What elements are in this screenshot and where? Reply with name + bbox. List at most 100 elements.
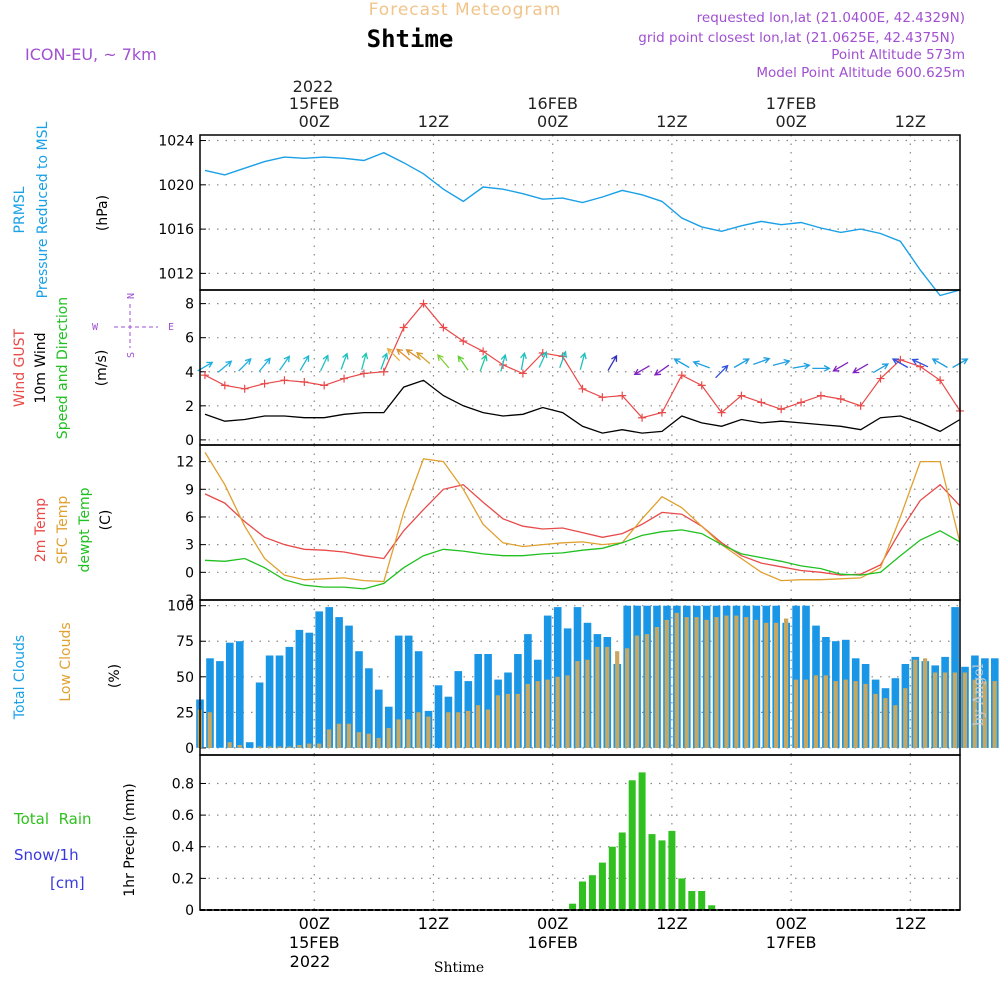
low-cloud-bar-75 [942, 672, 948, 748]
low-cloud-bar-28 [476, 705, 481, 748]
rain-bar-0 [569, 903, 577, 910]
low-cloud-bar-66 [853, 681, 858, 748]
top-tick-label-1: 12Z [418, 112, 449, 131]
wind-gust-label: Wind GUST [12, 328, 28, 407]
gust-point-27 [737, 391, 746, 400]
gridpoint-coords: grid point closest lon,lat (21.0625E, 42… [638, 30, 955, 46]
low-cloud-bar-58 [774, 622, 779, 748]
pressure-panel-labels: PRMSL Pressure Reduced to MSL (hPa) [12, 121, 111, 298]
temp-panel-labels: 2m Temp SFC Temp dewpt Temp (C) [33, 487, 114, 572]
dewpt-label: dewpt Temp [77, 487, 93, 572]
low-cloud-bar-29 [485, 709, 491, 748]
bottom-date-label-4: 17FEB [766, 933, 817, 952]
wind-arrow-38 [931, 358, 948, 369]
ytick-label-4: 100 [167, 599, 194, 615]
top-date-label-2: 16FEB [527, 94, 578, 113]
low-cloud-bar-41 [605, 646, 610, 748]
low-cloud-bar-7 [267, 746, 272, 748]
gust-point-23 [657, 408, 666, 417]
point-altitude: Point Altitude 573m [831, 47, 965, 63]
gust-point-29 [777, 405, 786, 414]
low-cloud-bar-79 [982, 681, 987, 748]
low-cloud-bar-47 [664, 619, 669, 748]
rain-bar-5 [618, 832, 626, 910]
ytick-label-3: 75 [176, 634, 194, 650]
ytick-label-2: 0.4 [172, 840, 194, 856]
total-cloud-bar-8 [275, 655, 284, 748]
wind-arrow-10 [386, 347, 401, 362]
total-cloud-bar-61 [802, 605, 810, 748]
snow-label: Snow/1h [14, 846, 79, 864]
low-cloud-bar-8 [277, 746, 282, 748]
panel-frame [199, 754, 961, 911]
total-cloud-bar-4 [236, 641, 244, 748]
bottom-tick-label-0: 00Z [299, 914, 330, 933]
low-cloud-bar-67 [863, 683, 868, 748]
gust-point-14 [479, 347, 488, 356]
compass-rose: N S W E [92, 293, 174, 358]
precip-panel: 0 0.2 0.4 0.6 0.8 [172, 754, 961, 919]
top-tick-label-4: 00Z [775, 112, 806, 131]
gust-point-25 [697, 381, 706, 390]
wind-10m-label: 10m Wind [33, 332, 49, 403]
total-cloud-bar-24 [434, 685, 443, 748]
ytick-label-2: 3 [185, 538, 194, 554]
low-cloud-bar-14 [336, 723, 342, 748]
low-cloud-bar-69 [883, 698, 888, 748]
low-cloud-bar-77 [962, 672, 967, 748]
temp-unit: (C) [98, 510, 114, 531]
low-cloud-bar-4 [237, 745, 242, 748]
rain-bar-3 [598, 862, 606, 910]
low-cloud-bar-70 [893, 705, 898, 748]
wind-panel: 0 2 4 6 8 [185, 289, 969, 449]
total-cloud-bar-19 [385, 706, 393, 748]
wind-arrow-20 [559, 350, 568, 369]
total-cloud-bar-15 [345, 625, 353, 748]
low-cloud-bar-16 [356, 732, 361, 748]
wind-arrow-5 [299, 354, 310, 371]
total-cloud-bar-6 [255, 682, 264, 748]
wind-panel-labels: Wind GUST 10m Wind Speed and Direction (… [12, 293, 174, 439]
ytick-label-0: 0 [185, 903, 194, 919]
low-cloud-bar-15 [346, 723, 351, 748]
wind-arrow-36 [891, 358, 909, 369]
ytick-label-0: 0 [185, 433, 194, 449]
wind-arrow-17 [500, 353, 508, 372]
low-cloud-bar-78 [972, 679, 977, 748]
gust-point-34 [876, 374, 885, 383]
low-cloud-bar-26 [456, 712, 461, 748]
wind-10m-line [204, 379, 961, 434]
low-cloud-bar-52 [714, 617, 719, 748]
low-cloud-bar-17 [366, 733, 371, 748]
rain-bar-4 [608, 846, 616, 910]
low-cloud-bar-6 [257, 746, 262, 748]
wind-arrow-14 [437, 353, 450, 369]
low-cloud-bar-11 [307, 743, 312, 748]
ytick-label-4: 0.8 [172, 776, 194, 792]
low-cloud-bar-18 [376, 737, 381, 748]
total-cloud-bar-21 [404, 635, 413, 748]
dewpt-line [204, 529, 961, 590]
precip-panel-labels: Total Rain Snow/1h [cm] 1hr Precip (mm) [13, 783, 138, 896]
bottom-tick-label-5: 12Z [895, 914, 926, 933]
prmsl-label: PRMSL [12, 186, 28, 233]
wind-arrow-15 [457, 355, 469, 371]
rain-bar-10 [668, 830, 676, 910]
total-cloud-bar-7 [265, 655, 274, 748]
gust-point-8 [359, 369, 368, 378]
wind-arrow-18 [520, 351, 527, 371]
total-cloud-bar-26 [454, 671, 463, 748]
low-cloud-bar-74 [933, 672, 938, 748]
low-cloud-bar-22 [416, 712, 421, 748]
wind-arrow-7 [340, 352, 349, 370]
wind-arrow-30 [772, 358, 791, 367]
top-date-label-0: 15FEB [289, 94, 340, 113]
gust-point-33 [856, 401, 865, 410]
gust-point-12 [439, 323, 448, 332]
low-cloud-bar-50 [694, 617, 699, 748]
wind-arrow-34 [852, 363, 869, 374]
ytick-label-1: 2 [185, 399, 194, 415]
bottom-tick-label-1: 12Z [418, 914, 449, 933]
total-cloud-bar-29 [484, 654, 492, 748]
